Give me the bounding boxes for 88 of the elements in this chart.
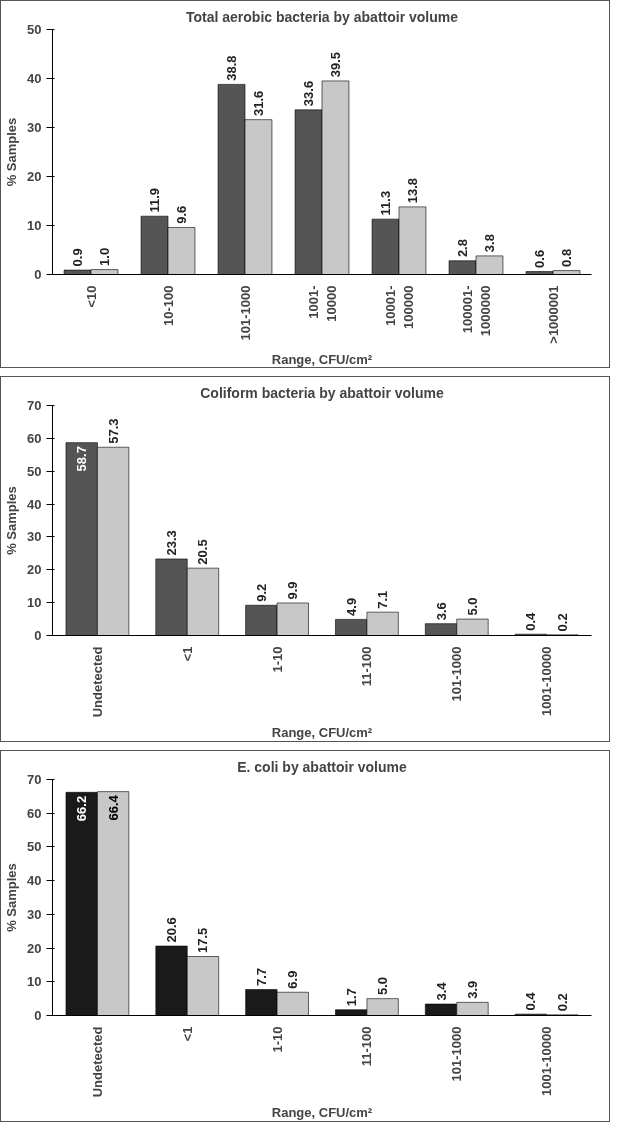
- data-label: 9.6: [173, 205, 189, 224]
- x-tick-label: 1-10: [269, 1026, 285, 1053]
- data-label: 3.6: [433, 602, 449, 621]
- data-label: 9.2: [253, 583, 269, 602]
- x-tick-label: 100001- 1000000: [459, 285, 493, 337]
- data-label: 3.4: [433, 981, 449, 1001]
- data-label: 1.0: [96, 247, 112, 266]
- data-label: 11.3: [378, 190, 394, 216]
- y-tick-label: 10: [27, 974, 42, 990]
- data-label: 0.4: [523, 991, 539, 1011]
- data-label: 38.8: [224, 55, 240, 81]
- data-label: 0.6: [532, 249, 548, 268]
- y-tick-label: 50: [27, 463, 42, 479]
- y-tick-label: 30: [27, 906, 42, 922]
- data-label: 3.9: [464, 980, 480, 999]
- y-tick-label: 20: [27, 562, 42, 578]
- x-tick-label: 101-1000: [449, 1026, 465, 1082]
- y-axis-title: % Samples: [4, 863, 20, 932]
- y-tick-label: 0: [34, 267, 42, 282]
- y-tick-label: 10: [27, 595, 42, 611]
- data-label: 7.1: [375, 590, 391, 609]
- y-tick-label: 60: [27, 430, 42, 446]
- chart-title: Total aerobic bacteria by abattoir volume: [185, 8, 459, 25]
- data-label: 17.5: [195, 927, 211, 953]
- data-label: 5.0: [375, 977, 391, 996]
- y-tick-label: 0: [34, 1008, 42, 1023]
- x-tick-label: >1000001: [545, 285, 561, 344]
- x-axis-title: Range, CFU/cm²: [271, 351, 373, 367]
- x-tick-label: 1-10: [269, 646, 285, 673]
- data-label: 66.4: [105, 794, 121, 821]
- data-label: 39.5: [327, 51, 343, 78]
- data-label: 66.2: [74, 795, 90, 822]
- x-tick-label: <1: [179, 1026, 195, 1042]
- data-label: 0.8: [558, 248, 574, 267]
- y-tick-label: 0: [34, 628, 42, 643]
- data-label: 4.9: [343, 597, 359, 616]
- y-tick-label: 40: [27, 496, 42, 512]
- data-label: 58.7: [74, 446, 90, 472]
- data-label: 20.6: [164, 917, 180, 943]
- x-tick-label: 11-100: [359, 1026, 375, 1067]
- y-tick-label: 60: [27, 805, 42, 821]
- x-tick-label: 11-100: [359, 646, 375, 687]
- data-label: 0.2: [554, 613, 570, 632]
- y-tick-label: 30: [27, 120, 42, 135]
- y-tick-label: 10: [27, 218, 42, 233]
- x-tick-label: 101-1000: [449, 646, 465, 702]
- chart-title: Coliform bacteria by abattoir volume: [200, 384, 444, 401]
- y-tick-label: 70: [27, 398, 42, 413]
- x-tick-label: 1001-10000: [539, 1026, 555, 1096]
- data-label: 7.7: [253, 967, 269, 986]
- data-label: 3.8: [481, 234, 497, 253]
- data-label: 2.8: [455, 239, 471, 258]
- y-tick-label: 70: [27, 772, 42, 787]
- y-tick-label: 20: [27, 169, 42, 184]
- x-tick-label: 10001- 100000: [382, 285, 416, 329]
- x-tick-label: Undetected: [89, 646, 105, 718]
- data-label: 0.4: [523, 611, 539, 631]
- data-label: 31.6: [250, 90, 266, 116]
- data-label: 57.3: [105, 418, 121, 444]
- x-tick-label: <10: [83, 285, 99, 308]
- y-tick-label: 40: [27, 873, 42, 889]
- x-tick-label: 1001- 10000: [305, 285, 339, 322]
- data-label: 1.7: [343, 988, 359, 1007]
- x-tick-label: 10-100: [160, 285, 176, 326]
- data-label: 23.3: [164, 530, 180, 556]
- y-tick-label: 20: [27, 940, 42, 956]
- data-label: 0.2: [554, 993, 570, 1012]
- y-axis-title: % Samples: [4, 486, 20, 555]
- data-label: 0.9: [70, 248, 86, 267]
- data-label: 13.8: [404, 177, 420, 204]
- x-tick-label: Undetected: [89, 1026, 105, 1098]
- x-tick-label: 1001-10000: [539, 646, 555, 716]
- y-tick-label: 50: [27, 22, 42, 37]
- data-label: 5.0: [464, 597, 480, 616]
- data-label: 20.5: [195, 539, 211, 565]
- x-tick-label: <1: [179, 646, 195, 662]
- data-label: 9.9: [285, 581, 301, 600]
- y-tick-label: 30: [27, 529, 42, 545]
- data-label: 11.9: [147, 187, 163, 213]
- data-label: 33.6: [301, 80, 317, 107]
- y-axis-title: % Samples: [4, 117, 20, 187]
- data-label: 6.9: [285, 970, 301, 989]
- chart-title: E. coli by abattoir volume: [237, 758, 408, 775]
- x-axis-title: Range, CFU/cm²: [271, 1105, 373, 1121]
- y-tick-label: 50: [27, 839, 42, 855]
- x-axis-title: Range, CFU/cm²: [271, 725, 373, 741]
- y-tick-label: 40: [27, 71, 42, 86]
- x-tick-label: 101-1000: [237, 285, 253, 341]
